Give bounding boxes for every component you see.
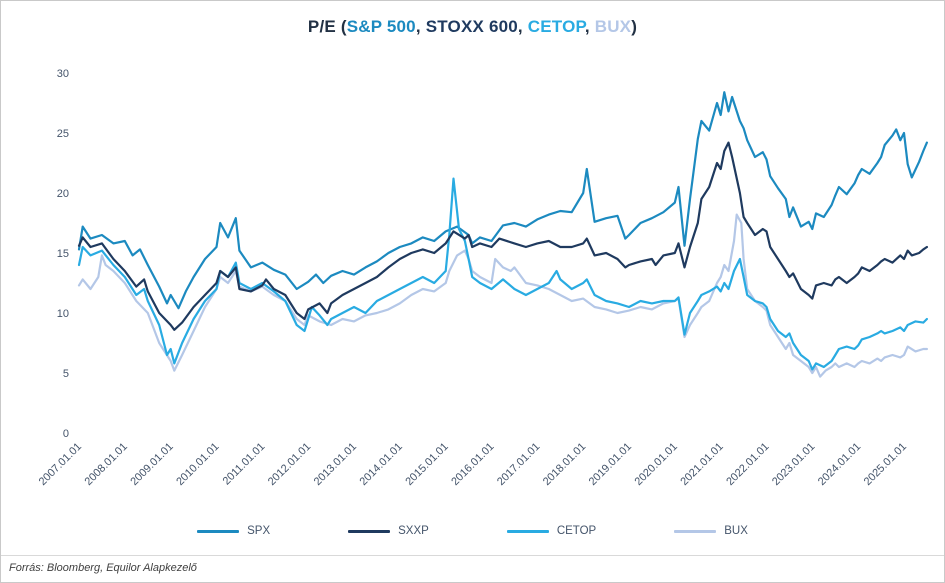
series-line-bux <box>77 213 929 378</box>
x-tick-label: 2023.01.01 <box>770 441 817 488</box>
y-tick-label: 20 <box>57 188 69 200</box>
legend-item-bux: BUX <box>674 525 748 537</box>
x-tick-label: 2017.01.01 <box>495 441 542 488</box>
y-tick-label: 5 <box>63 368 69 380</box>
legend-label: SXXP <box>398 525 429 537</box>
title-segment: BUX <box>594 17 632 36</box>
y-tick-label: 0 <box>63 428 69 440</box>
title-segment: ) <box>631 17 638 36</box>
x-tick-label: 2011.01.01 <box>221 441 268 488</box>
y-tick-label: 15 <box>57 248 69 260</box>
legend-label: SPX <box>247 525 271 537</box>
title-segment: , <box>415 17 426 36</box>
y-tick-label: 25 <box>57 128 69 140</box>
x-tick-label: 2018.01.01 <box>541 441 588 488</box>
x-tick-label: 2008.01.01 <box>83 441 130 488</box>
legend-swatch <box>348 529 391 533</box>
x-tick-label: 2013.01.01 <box>312 441 359 488</box>
x-tick-label: 2021.01.01 <box>678 441 725 488</box>
x-tick-label: 2024.01.01 <box>816 441 863 488</box>
x-tick-label: 2022.01.01 <box>724 441 771 488</box>
x-tick-label: 2019.01.01 <box>587 441 634 488</box>
title-segment: STOXX 600 <box>425 17 518 36</box>
x-tick-label: 2009.01.01 <box>128 441 175 488</box>
source-note: Forrás: Bloomberg, Equilor Alapkezelő <box>1 555 944 582</box>
title-segment: , <box>584 17 595 36</box>
x-tick-label: 2012.01.01 <box>266 441 313 488</box>
title-segment: P/E ( <box>307 17 347 36</box>
title-segment: , <box>517 17 528 36</box>
x-tick-label: 2014.01.01 <box>358 441 405 488</box>
title-segment: CETOP <box>527 17 585 36</box>
y-tick-label: 10 <box>57 308 69 320</box>
series-line-cetop <box>77 177 929 371</box>
chart-title: P/E (S&P 500, STOXX 600, CETOP, BUX) <box>1 17 944 37</box>
series-line-sxxp <box>77 141 929 331</box>
legend-item-spx: SPX <box>197 525 270 537</box>
legend-swatch <box>506 529 549 533</box>
x-tick-label: 2010.01.01 <box>174 441 221 488</box>
title-segment: S&P 500 <box>346 17 416 36</box>
legend-label: BUX <box>724 525 748 537</box>
legend-swatch <box>674 529 717 533</box>
legend-swatch <box>197 529 240 533</box>
legend-item-cetop: CETOP <box>506 525 597 537</box>
x-tick-label: 2007.01.01 <box>37 441 84 488</box>
series-line-spx <box>77 91 929 310</box>
legend-label: CETOP <box>556 525 597 537</box>
chart-legend: SPX SXXP CETOP BUX <box>1 525 944 537</box>
x-tick-label: 2020.01.01 <box>633 441 680 488</box>
y-tick-label: 30 <box>57 68 69 80</box>
x-tick-label: 2016.01.01 <box>449 441 496 488</box>
legend-item-sxxp: SXXP <box>348 525 429 537</box>
x-tick-label: 2025.01.01 <box>862 441 909 488</box>
x-tick-label: 2015.01.01 <box>403 441 450 488</box>
